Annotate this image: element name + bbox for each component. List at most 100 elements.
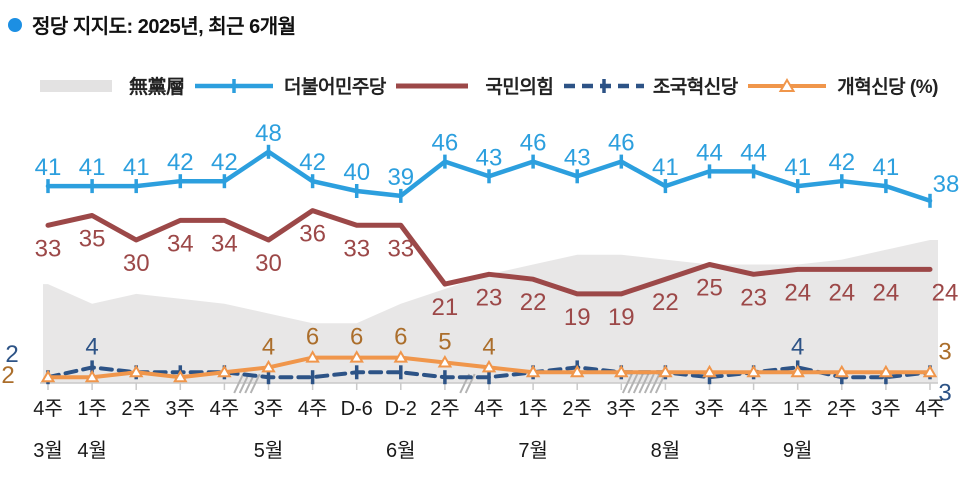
data-label: 4주 — [474, 398, 504, 420]
legend-swatch-line-plus — [195, 78, 274, 93]
data-label: 24 — [873, 279, 900, 306]
data-label: 1주 — [783, 398, 813, 420]
legend-label: 無黨層 — [129, 77, 185, 98]
legend-item-3: 조국혁신당 — [562, 72, 738, 99]
data-label: 21 — [432, 294, 459, 321]
legend-swatch-dash-plus — [563, 78, 644, 93]
data-label: 5 — [438, 329, 451, 356]
data-label: 30 — [123, 250, 150, 277]
data-label: 36 — [299, 221, 326, 248]
data-label: 30 — [255, 250, 282, 277]
data-label: 6 — [394, 324, 407, 351]
legend-item-1: 더불어민주당 — [193, 72, 386, 99]
data-label: 25 — [696, 275, 723, 302]
data-label: 48 — [255, 120, 282, 147]
data-label: 42 — [299, 149, 326, 176]
data-label: 2주 — [827, 398, 857, 420]
data-label: 4주 — [298, 398, 328, 420]
data-label: 3주 — [607, 398, 637, 420]
data-label: 3 — [938, 338, 951, 365]
data-label: 35 — [79, 226, 106, 253]
chart-title-row: 정당 지지도: 2025년, 최근 6개월 — [8, 10, 296, 39]
data-label: 41 — [79, 154, 106, 181]
data-label: 42 — [828, 149, 855, 176]
legend-item-2: 국민의힘 — [394, 72, 554, 99]
data-label: 38 — [933, 171, 960, 198]
page-title: 정당 지지도: 2025년, 최근 6개월 — [32, 16, 296, 38]
data-label: 4주 — [915, 398, 945, 420]
title-bullet-icon — [8, 17, 22, 32]
legend-label: 조국혁신당 — [652, 77, 738, 98]
data-label: 41 — [784, 154, 811, 181]
legend: 無黨層 더불어민주당 국민의힘 조국혁신당 개혁신당 (%) — [38, 72, 938, 99]
data-label: 3주 — [695, 398, 725, 420]
data-label: 4 — [262, 333, 275, 360]
data-label: 24 — [932, 279, 959, 306]
data-label: 3월 — [33, 439, 63, 462]
data-label: 22 — [520, 289, 547, 316]
data-label: 41 — [873, 154, 900, 181]
data-label: 3 — [938, 379, 951, 406]
legend-label: 국민의힘 — [485, 77, 554, 98]
data-label: 4 — [482, 333, 495, 360]
data-label: 43 — [476, 144, 503, 171]
data-label: 42 — [211, 149, 238, 176]
data-label: 1주 — [518, 398, 548, 420]
data-label: 1주 — [77, 398, 107, 420]
legend-label: 개혁신당 (%) — [837, 77, 938, 98]
series-reform-party-line: 2 4 6 6 6 5 4 3 — [1, 324, 951, 390]
data-label: 4월 — [77, 439, 107, 462]
data-label: 24 — [828, 279, 855, 306]
data-label: 4주 — [33, 398, 63, 420]
data-label: 46 — [520, 130, 547, 157]
data-label: 44 — [696, 139, 723, 166]
series-independents-area — [43, 240, 938, 383]
data-label: 33 — [35, 235, 62, 262]
data-label: 8월 — [651, 439, 681, 462]
data-label: 24 — [784, 279, 811, 306]
data-label: 34 — [167, 230, 194, 257]
data-label: 19 — [608, 304, 635, 331]
legend-swatch-line — [396, 83, 469, 88]
data-label: 33 — [343, 235, 370, 262]
data-label: 4주 — [739, 398, 769, 420]
data-label: 22 — [652, 289, 679, 316]
legend-item-0: 無黨層 — [38, 72, 185, 99]
data-label: 2주 — [121, 398, 151, 420]
data-label: 41 — [35, 154, 62, 181]
data-label: 7월 — [518, 439, 548, 462]
data-label: 39 — [387, 164, 414, 191]
data-label: D-6 — [341, 398, 373, 420]
data-label: 9월 — [783, 439, 813, 462]
data-label: 6월 — [386, 439, 416, 462]
data-label: 19 — [564, 304, 591, 331]
data-label: 40 — [343, 159, 370, 186]
data-label: 6 — [350, 324, 363, 351]
data-label: 2 — [5, 341, 18, 368]
data-label: 23 — [476, 284, 503, 311]
data-label: 4 — [791, 333, 804, 360]
x-axis-labels: 4주 1주 2주 3주 4주 3주 4주 D-6 D-2 2주 4주 1주 2주 3주 2주 3주 4주 1주 2주… — [33, 398, 945, 462]
legend-swatch-area — [40, 79, 112, 92]
data-label: 2 — [1, 362, 14, 389]
data-label: 41 — [652, 154, 679, 181]
data-label: 42 — [167, 149, 194, 176]
data-label: D-2 — [385, 398, 417, 420]
data-label: 46 — [608, 130, 635, 157]
data-label: 46 — [432, 130, 459, 157]
data-label: 5월 — [254, 439, 284, 462]
data-label: 43 — [564, 144, 591, 171]
series-democratic-party-line: 41 41 41 42 42 48 42 40 39 46 43 46 43 46 41 44 44 41 42 41… — [35, 120, 960, 208]
legend-swatch-line-triangle — [748, 77, 827, 92]
data-label: 2주 — [651, 398, 681, 420]
data-label: 3주 — [166, 398, 196, 420]
data-label: 41 — [123, 154, 150, 181]
data-label: 2주 — [430, 398, 460, 420]
legend-item-4: 개혁신당 (%) — [746, 72, 938, 99]
data-label: 3주 — [871, 398, 901, 420]
data-label: 23 — [740, 284, 767, 311]
data-label: 4주 — [210, 398, 240, 420]
data-label: 44 — [740, 139, 767, 166]
